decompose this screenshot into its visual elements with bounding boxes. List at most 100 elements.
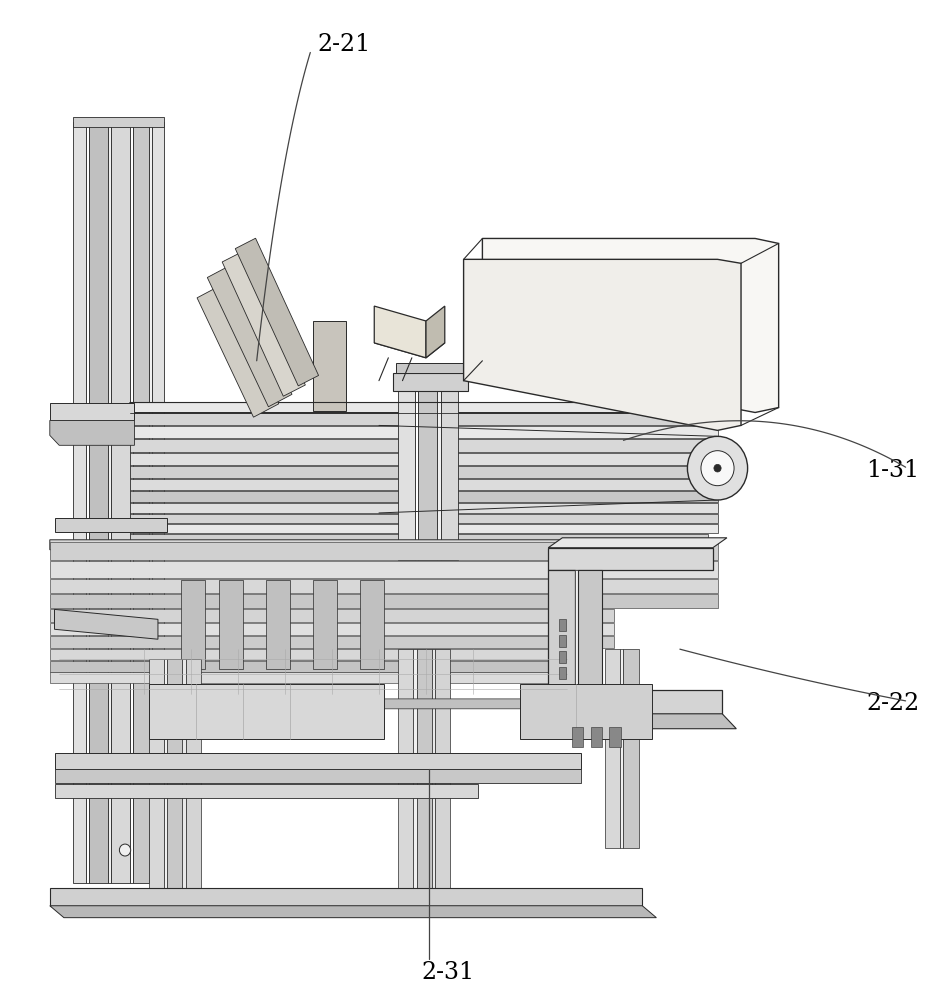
Polygon shape bbox=[130, 479, 717, 490]
Polygon shape bbox=[130, 413, 717, 425]
Bar bbox=[414, 386, 418, 560]
Bar bbox=[558, 651, 566, 663]
Bar bbox=[186, 659, 201, 898]
Polygon shape bbox=[50, 623, 614, 635]
Bar bbox=[416, 649, 431, 898]
Text: 2-22: 2-22 bbox=[867, 692, 920, 715]
Circle shape bbox=[688, 436, 747, 500]
Bar bbox=[152, 122, 164, 883]
Bar bbox=[558, 667, 566, 679]
Polygon shape bbox=[50, 561, 717, 578]
Bar bbox=[132, 122, 149, 883]
Polygon shape bbox=[197, 284, 279, 417]
Bar bbox=[73, 117, 164, 127]
Bar bbox=[130, 122, 132, 883]
Bar bbox=[108, 122, 111, 883]
Bar bbox=[55, 784, 478, 798]
Bar bbox=[266, 580, 289, 669]
Bar bbox=[149, 684, 384, 739]
Bar bbox=[111, 122, 130, 883]
Polygon shape bbox=[50, 594, 717, 608]
Polygon shape bbox=[50, 540, 717, 550]
Circle shape bbox=[119, 844, 131, 856]
Polygon shape bbox=[375, 306, 426, 358]
Polygon shape bbox=[130, 466, 717, 478]
Bar bbox=[549, 570, 574, 689]
Bar bbox=[412, 649, 416, 898]
Bar bbox=[55, 753, 581, 768]
Bar bbox=[435, 649, 450, 898]
Polygon shape bbox=[55, 609, 158, 639]
Bar bbox=[183, 659, 186, 898]
Polygon shape bbox=[222, 251, 306, 396]
Bar bbox=[397, 649, 412, 898]
Bar bbox=[431, 649, 435, 898]
Bar bbox=[437, 386, 441, 560]
Bar bbox=[571, 727, 583, 747]
Polygon shape bbox=[375, 328, 445, 358]
Bar bbox=[520, 684, 652, 739]
Bar bbox=[620, 649, 623, 848]
Bar bbox=[55, 518, 167, 532]
Bar bbox=[164, 659, 167, 898]
Bar bbox=[313, 580, 337, 669]
Polygon shape bbox=[130, 534, 709, 543]
Polygon shape bbox=[130, 403, 713, 412]
Polygon shape bbox=[130, 503, 717, 513]
Bar bbox=[558, 619, 566, 631]
Polygon shape bbox=[163, 699, 567, 709]
Polygon shape bbox=[130, 524, 717, 533]
Bar bbox=[590, 727, 602, 747]
Polygon shape bbox=[50, 420, 134, 445]
Polygon shape bbox=[50, 542, 717, 560]
Bar bbox=[167, 659, 183, 898]
Bar bbox=[558, 635, 566, 647]
Bar bbox=[549, 548, 713, 570]
Bar bbox=[699, 450, 736, 490]
Bar bbox=[418, 386, 437, 560]
Polygon shape bbox=[236, 238, 319, 386]
Bar bbox=[89, 122, 108, 883]
Polygon shape bbox=[50, 579, 717, 593]
Polygon shape bbox=[482, 238, 779, 412]
Bar bbox=[73, 122, 86, 883]
Bar bbox=[219, 580, 242, 669]
Polygon shape bbox=[464, 259, 741, 430]
Polygon shape bbox=[130, 439, 717, 452]
Bar bbox=[578, 570, 602, 689]
Bar bbox=[623, 649, 639, 848]
Polygon shape bbox=[130, 426, 717, 438]
Polygon shape bbox=[313, 321, 346, 410]
Circle shape bbox=[714, 464, 721, 472]
Bar bbox=[574, 570, 578, 689]
Polygon shape bbox=[50, 649, 595, 660]
Polygon shape bbox=[207, 265, 292, 407]
Polygon shape bbox=[50, 906, 657, 918]
Bar bbox=[604, 649, 620, 848]
Bar bbox=[149, 122, 152, 883]
Polygon shape bbox=[50, 636, 614, 648]
Text: 2-31: 2-31 bbox=[421, 961, 474, 984]
Bar bbox=[609, 727, 621, 747]
Bar bbox=[534, 690, 722, 714]
Polygon shape bbox=[130, 491, 717, 502]
Polygon shape bbox=[50, 609, 614, 622]
Text: 1-31: 1-31 bbox=[867, 459, 920, 482]
Bar bbox=[55, 769, 581, 783]
Polygon shape bbox=[130, 544, 709, 552]
Bar bbox=[149, 659, 164, 898]
Bar bbox=[397, 386, 414, 560]
Bar bbox=[86, 122, 89, 883]
Bar bbox=[395, 363, 465, 373]
Bar bbox=[393, 373, 468, 391]
Bar bbox=[441, 386, 458, 560]
Bar bbox=[50, 888, 642, 906]
Polygon shape bbox=[426, 306, 445, 358]
Circle shape bbox=[701, 451, 734, 486]
Bar bbox=[182, 580, 205, 669]
Bar bbox=[360, 580, 384, 669]
Polygon shape bbox=[130, 453, 717, 465]
Polygon shape bbox=[50, 403, 134, 420]
Text: 2-21: 2-21 bbox=[318, 33, 371, 56]
Polygon shape bbox=[50, 661, 595, 672]
